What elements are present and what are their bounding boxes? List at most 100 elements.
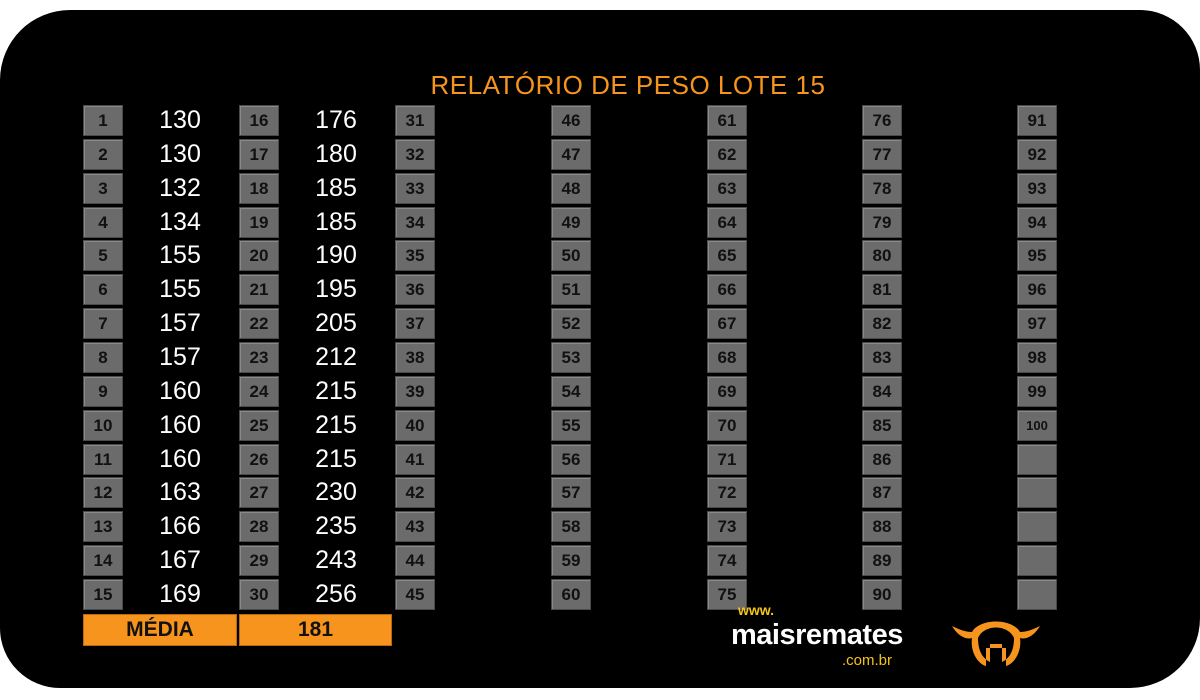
weight-value: 256 — [315, 580, 357, 609]
weight-value: 160 — [159, 444, 201, 473]
lot-number-box: 86 — [862, 443, 902, 475]
lot-number-box: 72 — [707, 477, 747, 509]
lot-number-box: 37 — [395, 308, 435, 340]
lot-number-box: 62 — [707, 138, 747, 170]
lot-number-box: 71 — [707, 443, 747, 475]
media-label: MÉDIA — [83, 614, 237, 646]
weight-value: 169 — [159, 580, 201, 609]
weight-value: 160 — [159, 410, 201, 439]
lot-number-box: 11 — [83, 443, 123, 475]
weight-value: 155 — [159, 275, 201, 304]
weight-value: 130 — [159, 139, 201, 168]
lot-number-box: 26 — [239, 443, 279, 475]
lot-number-box: 13 — [83, 511, 123, 543]
lot-number-box: 4 — [83, 206, 123, 238]
lot-number-box: 66 — [707, 274, 747, 306]
lot-number-box: 12 — [83, 477, 123, 509]
lot-number-box: 84 — [862, 375, 902, 407]
lot-number-box: 44 — [395, 545, 435, 577]
lot-number-box: 17 — [239, 138, 279, 170]
lot-number-box: 82 — [862, 308, 902, 340]
weight-value: 215 — [315, 410, 357, 439]
weight-value: 230 — [315, 478, 357, 507]
lot-number-box: 9 — [83, 375, 123, 407]
lot-number-box: 76 — [862, 105, 902, 136]
lot-number-box: 79 — [862, 206, 902, 238]
lot-number-box: 88 — [862, 511, 902, 543]
weight-value: 180 — [315, 139, 357, 168]
lot-number-box: 41 — [395, 443, 435, 475]
lot-number-box: 96 — [1017, 274, 1057, 306]
lot-number-box: 7 — [83, 308, 123, 340]
lot-number-box: 38 — [395, 342, 435, 374]
lot-number-box: 52 — [551, 308, 591, 340]
bull-logo-icon — [952, 621, 1040, 666]
lot-number-box: 57 — [551, 477, 591, 509]
empty-box — [1017, 511, 1057, 543]
logo-name: maisremates — [731, 619, 903, 651]
lot-number-box: 40 — [395, 409, 435, 441]
lot-number-box: 35 — [395, 240, 435, 272]
weight-value: 130 — [159, 106, 201, 134]
lot-number-box: 32 — [395, 138, 435, 170]
lot-number-box: 49 — [551, 206, 591, 238]
lot-number-box: 30 — [239, 579, 279, 611]
lot-number-box: 80 — [862, 240, 902, 272]
lot-number-box: 77 — [862, 138, 902, 170]
lot-number-box: 100 — [1017, 409, 1057, 441]
lot-number-box: 28 — [239, 511, 279, 543]
lot-number-box: 5 — [83, 240, 123, 272]
lot-number-box: 24 — [239, 375, 279, 407]
weight-value: 176 — [315, 106, 357, 134]
lot-number-box: 16 — [239, 105, 279, 136]
weight-value: 132 — [159, 173, 201, 202]
lot-number-box: 42 — [395, 477, 435, 509]
lot-number-box: 47 — [551, 138, 591, 170]
weight-value: 155 — [159, 241, 201, 270]
lot-number-box: 81 — [862, 274, 902, 306]
weight-value: 235 — [315, 512, 357, 541]
lot-number-box: 83 — [862, 342, 902, 374]
lot-number-box: 53 — [551, 342, 591, 374]
lot-number-box: 68 — [707, 342, 747, 374]
weight-value: 134 — [159, 207, 201, 236]
lot-number-box: 99 — [1017, 375, 1057, 407]
lot-number-box: 18 — [239, 172, 279, 204]
lot-number-box: 20 — [239, 240, 279, 272]
weight-value: 190 — [315, 241, 357, 270]
lot-number-box: 98 — [1017, 342, 1057, 374]
lot-number-box: 85 — [862, 409, 902, 441]
weight-value: 215 — [315, 444, 357, 473]
lot-number-box: 93 — [1017, 172, 1057, 204]
weight-value: 166 — [159, 512, 201, 541]
lot-number-box: 54 — [551, 375, 591, 407]
logo-domain: .com.br — [842, 652, 893, 669]
lot-number-box: 1 — [83, 105, 123, 136]
lot-number-box: 6 — [83, 274, 123, 306]
lot-number-box: 8 — [83, 342, 123, 374]
weight-value: 215 — [315, 376, 357, 405]
lot-number-box: 50 — [551, 240, 591, 272]
weight-value: 157 — [159, 343, 201, 372]
lot-number-box: 91 — [1017, 105, 1057, 136]
lot-number-box: 48 — [551, 172, 591, 204]
weight-value: 205 — [315, 309, 357, 338]
lot-number-box: 2 — [83, 138, 123, 170]
lot-number-box: 95 — [1017, 240, 1057, 272]
lot-number-box: 23 — [239, 342, 279, 374]
lot-number-box: 46 — [551, 105, 591, 136]
lot-number-box: 14 — [83, 545, 123, 577]
lot-number-box: 73 — [707, 511, 747, 543]
lot-number-box: 55 — [551, 409, 591, 441]
empty-box — [1017, 443, 1057, 475]
lot-number-box: 22 — [239, 308, 279, 340]
lot-number-box: 39 — [395, 375, 435, 407]
weight-value: 160 — [159, 376, 201, 405]
lot-number-box: 75 — [707, 579, 747, 611]
weight-value: 163 — [159, 478, 201, 507]
lot-number-box: 36 — [395, 274, 435, 306]
lot-number-box: 3 — [83, 172, 123, 204]
lot-number-box: 87 — [862, 477, 902, 509]
lot-number-box: 51 — [551, 274, 591, 306]
lot-number-box: 43 — [395, 511, 435, 543]
